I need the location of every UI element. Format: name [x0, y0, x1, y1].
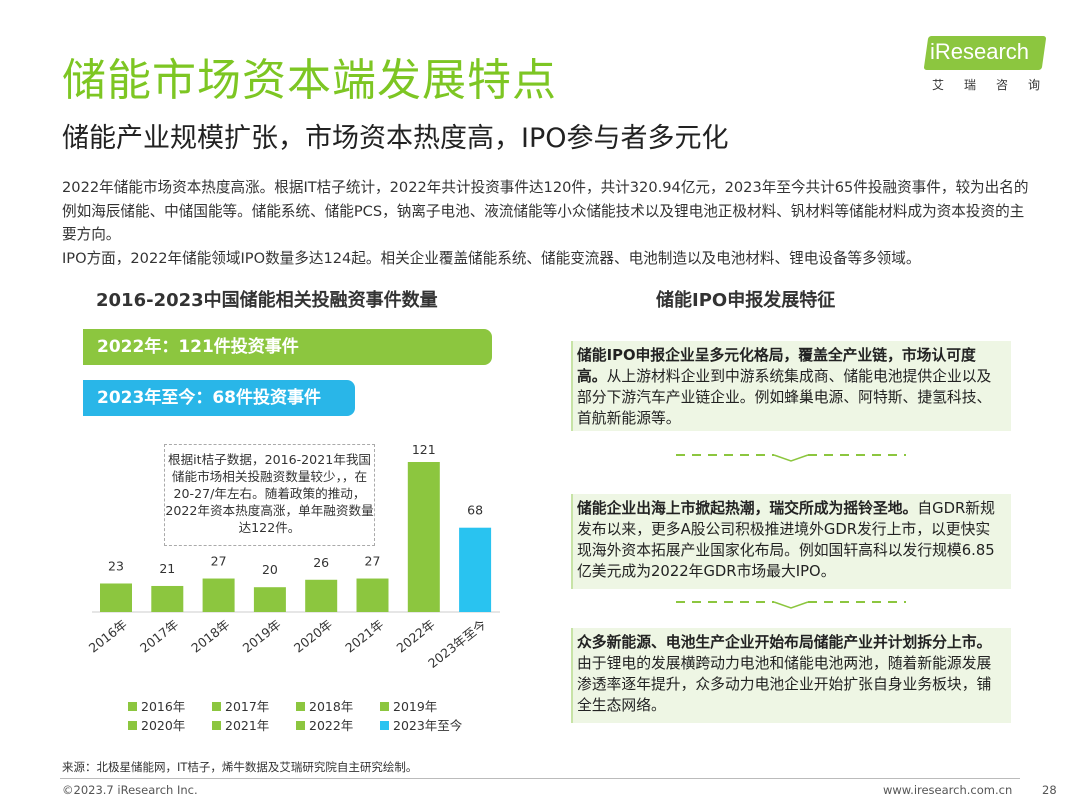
page-title: 储能市场资本端发展特点 [62, 55, 557, 106]
x-tick-label-0: 2016年 [86, 617, 130, 656]
ipo-card-1-heading: 储能IPO申报企业呈多元化格局，覆盖全产业链，市场认可度高。 [577, 347, 976, 385]
logo-sub-text: 艾瑞咨询 [932, 78, 1061, 92]
bar-5 [356, 578, 389, 612]
x-tick-label-4: 2020年 [291, 617, 335, 656]
legend-item-1: 2017年 [212, 696, 269, 715]
bar-value-label-2: 27 [211, 554, 227, 569]
legend-label-6: 2022年 [309, 718, 354, 733]
bar-3 [253, 587, 286, 612]
intro-paragraph-2: IPO方面，2022年储能领域IPO数量多达124起。相关企业覆盖储能系统、储能… [62, 249, 921, 267]
bar-7 [459, 527, 492, 612]
bar-value-label-6: 121 [412, 442, 436, 457]
legend-item-3: 2019年 [380, 696, 437, 715]
logo-brand-text: iResearch [930, 39, 1030, 64]
chart-note-box: 根据it桔子数据，2016-2021年我国储能市场相关投融资数量较少，，在20-… [164, 444, 375, 546]
bar-value-label-3: 20 [262, 562, 278, 577]
legend-label-5: 2021年 [225, 718, 270, 733]
x-tick-label-7: 2023年至今 [425, 616, 489, 671]
ipo-card-2: 储能企业出海上市掀起热潮，瑞交所成为摇铃圣地。自GDR新规发布以来，更多A股公司… [571, 494, 1011, 589]
bar-value-label-7: 68 [467, 503, 483, 518]
copyright: ©2023.7 iResearch Inc. [62, 783, 198, 797]
bar-1 [151, 585, 184, 612]
ipo-card-1-body: 从上游材料企业到中游系统集成商、储能电池提供企业以及部分下游汽车产业链企业。例如… [577, 368, 992, 427]
chart-title: 2016-2023中国储能相关投融资事件数量 [96, 290, 438, 311]
x-tick-label-2: 2018年 [188, 617, 232, 656]
bar-6 [407, 462, 440, 612]
divider-1 [676, 454, 906, 462]
legend-swatch-4 [128, 721, 137, 730]
legend-item-4: 2020年 [128, 715, 185, 734]
legend-label-4: 2020年 [141, 718, 186, 733]
legend-label-2: 2018年 [309, 699, 354, 714]
x-tick-label-6: 2022年 [393, 617, 437, 656]
source-note: 来源：北极星储能网，IT桔子，烯牛数据及艾瑞研究院自主研究绘制。 [62, 760, 418, 774]
ipo-card-2-heading: 储能企业出海上市掀起热潮，瑞交所成为摇铃圣地。 [577, 500, 918, 517]
legend-swatch-6 [296, 721, 305, 730]
legend-swatch-2 [296, 702, 305, 711]
legend-swatch-5 [212, 721, 221, 730]
intro-paragraph-1: 2022年储能市场资本热度高涨。根据IT桔子统计，2022年共计投资事件达120… [62, 179, 1029, 243]
legend-item-6: 2022年 [296, 715, 353, 734]
bar-value-label-5: 27 [365, 554, 381, 569]
legend-item-0: 2016年 [128, 696, 185, 715]
bar-value-label-0: 23 [108, 558, 124, 573]
footer-divider [60, 778, 1020, 779]
legend-item-7: 2023年至今 [380, 715, 462, 734]
legend-label-7: 2023年至今 [393, 718, 463, 733]
ipo-section-title: 储能IPO申报发展特征 [656, 290, 836, 311]
legend-swatch-0 [128, 702, 137, 711]
legend-label-1: 2017年 [225, 699, 270, 714]
x-tick-label-1: 2017年 [137, 617, 181, 656]
bar-2 [202, 578, 235, 612]
bar-4 [305, 579, 338, 612]
bar-value-label-1: 21 [159, 561, 175, 576]
legend-item-5: 2021年 [212, 715, 269, 734]
legend-swatch-3 [380, 702, 389, 711]
legend-label-0: 2016年 [141, 699, 186, 714]
ipo-card-3-body: 由于锂电的发展横跨动力电池和储能电池两池，随着新能源发展渗透率逐年提升，众多动力… [577, 655, 992, 714]
intro-text: 2022年储能市场资本热度高涨。根据IT桔子统计，2022年共计投资事件达120… [62, 176, 1032, 270]
iresearch-logo: iResearch 艾瑞咨询 [923, 36, 1050, 94]
ipo-card-3-heading: 众多新能源、电池生产企业开始布局储能产业并计划拆分上市。 [577, 634, 992, 651]
ipo-card-2-body: 自GDR新规发布以来，更多A股公司积极推进境外GDR发行上市，以更快实现海外资本… [577, 500, 995, 580]
page-number: 28 [1042, 783, 1057, 797]
page-subtitle: 储能产业规模扩张，市场资本热度高，IPO参与者多元化 [62, 123, 729, 154]
x-tick-label-5: 2021年 [342, 617, 386, 656]
divider-2 [676, 601, 906, 609]
ipo-card-3: 众多新能源、电池生产企业开始布局储能产业并计划拆分上市。由于锂电的发展横跨动力电… [571, 628, 1011, 723]
legend-item-2: 2018年 [296, 696, 353, 715]
legend-swatch-1 [212, 702, 221, 711]
ipo-card-1: 储能IPO申报企业呈多元化格局，覆盖全产业链，市场认可度高。从上游材料企业到中游… [571, 341, 1011, 431]
bar-0 [100, 583, 132, 612]
banner-2023: 2023年至今：68件投资事件 [83, 380, 355, 416]
bar-value-label-4: 26 [313, 555, 329, 570]
x-tick-label-3: 2019年 [240, 617, 284, 656]
website-link[interactable]: www.iresearch.com.cn [883, 783, 1013, 797]
legend-swatch-7 [380, 721, 389, 730]
banner-2022: 2022年：121件投资事件 [83, 329, 492, 365]
legend-label-3: 2019年 [393, 699, 438, 714]
